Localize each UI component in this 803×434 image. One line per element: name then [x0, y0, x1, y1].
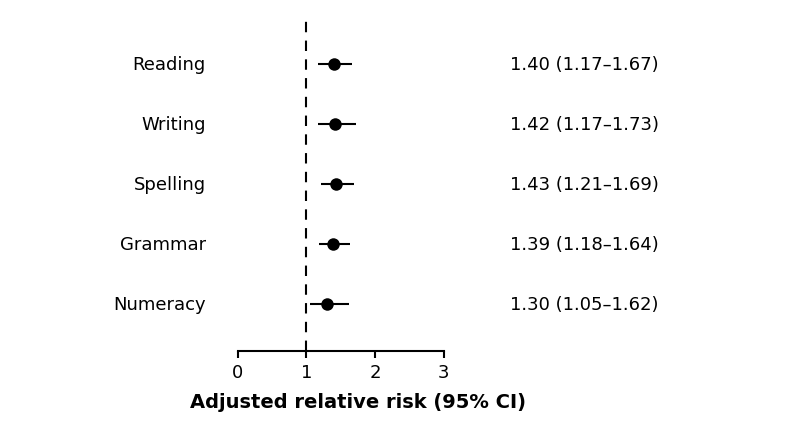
Text: 1.43 (1.21–1.69): 1.43 (1.21–1.69)	[509, 175, 658, 194]
Text: Grammar: Grammar	[120, 235, 206, 253]
Text: Writing: Writing	[141, 116, 206, 134]
Text: 1.40 (1.17–1.67): 1.40 (1.17–1.67)	[509, 56, 658, 74]
X-axis label: Adjusted relative risk (95% CI): Adjusted relative risk (95% CI)	[190, 392, 525, 411]
Text: 1.39 (1.18–1.64): 1.39 (1.18–1.64)	[509, 235, 658, 253]
Text: Numeracy: Numeracy	[113, 295, 206, 313]
Text: 1.30 (1.05–1.62): 1.30 (1.05–1.62)	[509, 295, 658, 313]
Text: 1.42 (1.17–1.73): 1.42 (1.17–1.73)	[509, 116, 658, 134]
Text: Spelling: Spelling	[133, 175, 206, 194]
Text: Reading: Reading	[132, 56, 206, 74]
